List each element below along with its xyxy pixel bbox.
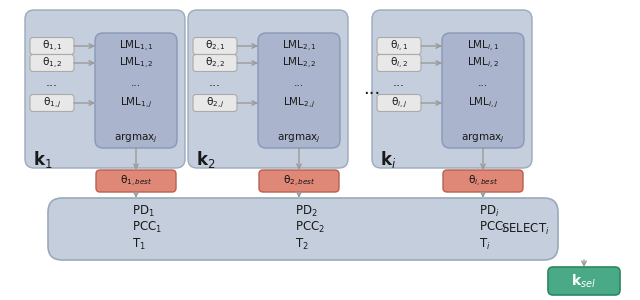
Text: θ$_{1,2}$: θ$_{1,2}$ <box>42 56 62 70</box>
Text: ...: ... <box>294 78 304 88</box>
Text: θ$_{i,best}$: θ$_{i,best}$ <box>468 173 498 188</box>
Text: PD$_1$: PD$_1$ <box>132 203 155 218</box>
Text: θ$_{2,2}$: θ$_{2,2}$ <box>205 56 225 70</box>
Text: θ$_{1,j}$: θ$_{1,j}$ <box>43 96 61 110</box>
Text: SELECT$_i$: SELECT$_i$ <box>501 221 550 236</box>
Text: PCC$_1$: PCC$_1$ <box>132 220 162 235</box>
Text: T$_1$: T$_1$ <box>132 236 146 251</box>
Text: PD$_2$: PD$_2$ <box>295 203 317 218</box>
FancyBboxPatch shape <box>25 10 185 168</box>
FancyBboxPatch shape <box>377 38 421 55</box>
Text: PCC$_i$: PCC$_i$ <box>479 220 507 235</box>
Text: ...: ... <box>209 76 221 89</box>
Text: LML$_{1,j}$: LML$_{1,j}$ <box>120 96 152 110</box>
Text: ...: ... <box>393 76 405 89</box>
Text: ...: ... <box>46 76 58 89</box>
FancyBboxPatch shape <box>30 38 74 55</box>
Text: argmax$_j$: argmax$_j$ <box>461 131 505 145</box>
Text: PCC$_2$: PCC$_2$ <box>295 220 325 235</box>
FancyBboxPatch shape <box>95 33 177 148</box>
Text: k$_1$: k$_1$ <box>33 148 52 170</box>
Text: T$_2$: T$_2$ <box>295 236 308 251</box>
Text: T$_i$: T$_i$ <box>479 236 490 251</box>
FancyBboxPatch shape <box>443 170 523 192</box>
FancyBboxPatch shape <box>96 170 176 192</box>
FancyBboxPatch shape <box>30 55 74 71</box>
Text: θ$_{1,1}$: θ$_{1,1}$ <box>42 38 62 53</box>
Text: argmax$_j$: argmax$_j$ <box>114 131 158 145</box>
FancyBboxPatch shape <box>188 10 348 168</box>
FancyBboxPatch shape <box>259 170 339 192</box>
FancyBboxPatch shape <box>258 33 340 148</box>
Text: LML$_{i,j}$: LML$_{i,j}$ <box>468 96 498 110</box>
Text: ...: ... <box>364 80 381 98</box>
Text: θ$_{2,1}$: θ$_{2,1}$ <box>205 38 225 53</box>
FancyBboxPatch shape <box>377 55 421 71</box>
FancyBboxPatch shape <box>48 198 558 260</box>
Text: LML$_{2,1}$: LML$_{2,1}$ <box>282 38 316 53</box>
FancyBboxPatch shape <box>193 94 237 112</box>
Text: LML$_{1,2}$: LML$_{1,2}$ <box>118 56 154 70</box>
Text: LML$_{2,j}$: LML$_{2,j}$ <box>282 96 316 110</box>
Text: k$_{sel}$: k$_{sel}$ <box>572 272 596 290</box>
Text: θ$_{i,j}$: θ$_{i,j}$ <box>391 96 407 110</box>
Text: θ$_{2,best}$: θ$_{2,best}$ <box>283 173 316 188</box>
FancyBboxPatch shape <box>193 38 237 55</box>
Text: k$_i$: k$_i$ <box>380 148 396 170</box>
Text: PD$_i$: PD$_i$ <box>479 203 499 218</box>
Text: θ$_{i,2}$: θ$_{i,2}$ <box>390 56 408 70</box>
FancyBboxPatch shape <box>548 267 620 295</box>
Text: ...: ... <box>131 78 141 88</box>
FancyBboxPatch shape <box>372 10 532 168</box>
Text: θ$_{i,1}$: θ$_{i,1}$ <box>390 38 408 53</box>
Text: LML$_{2,2}$: LML$_{2,2}$ <box>282 56 316 70</box>
FancyBboxPatch shape <box>193 55 237 71</box>
Text: θ$_{1,best}$: θ$_{1,best}$ <box>120 173 152 188</box>
FancyBboxPatch shape <box>377 94 421 112</box>
Text: LML$_{i,1}$: LML$_{i,1}$ <box>467 38 499 53</box>
FancyBboxPatch shape <box>30 94 74 112</box>
Text: LML$_{i,2}$: LML$_{i,2}$ <box>467 56 499 70</box>
Text: k$_2$: k$_2$ <box>196 148 216 170</box>
Text: argmax$_j$: argmax$_j$ <box>277 131 321 145</box>
Text: θ$_{2,j}$: θ$_{2,j}$ <box>205 96 225 110</box>
FancyBboxPatch shape <box>442 33 524 148</box>
Text: ...: ... <box>478 78 488 88</box>
Text: LML$_{1,1}$: LML$_{1,1}$ <box>118 38 154 53</box>
